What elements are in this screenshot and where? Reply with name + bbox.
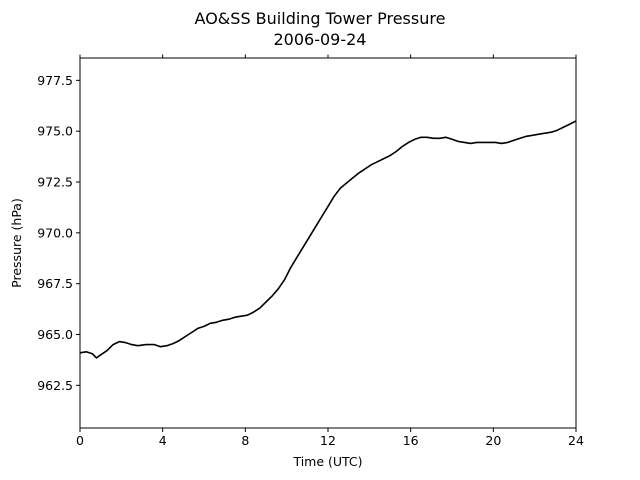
chart-title: AO&SS Building Tower Pressure [195,9,446,28]
x-tick-label: 4 [159,433,167,448]
y-tick-label: 977.5 [37,73,73,88]
y-tick-label: 975.0 [37,124,73,139]
x-tick-label: 12 [320,433,336,448]
x-tick-label: 0 [76,433,84,448]
x-tick-label: 8 [241,433,249,448]
x-tick-label: 20 [485,433,501,448]
x-axis-label: Time (UTC) [292,454,362,469]
y-axis-label: Pressure (hPa) [9,198,24,288]
y-tick-label: 965.0 [37,327,73,342]
y-tick-label: 970.0 [37,225,73,240]
chart-subtitle: 2006-09-24 [274,30,367,49]
x-tick-label: 24 [568,433,584,448]
y-tick-label: 967.5 [37,276,73,291]
plot-frame [79,57,577,429]
y-tick-label: 962.5 [37,378,73,393]
x-tick-label: 16 [403,433,419,448]
pressure-series-line-0 [79,120,577,359]
y-tick-label: 972.5 [37,175,73,190]
